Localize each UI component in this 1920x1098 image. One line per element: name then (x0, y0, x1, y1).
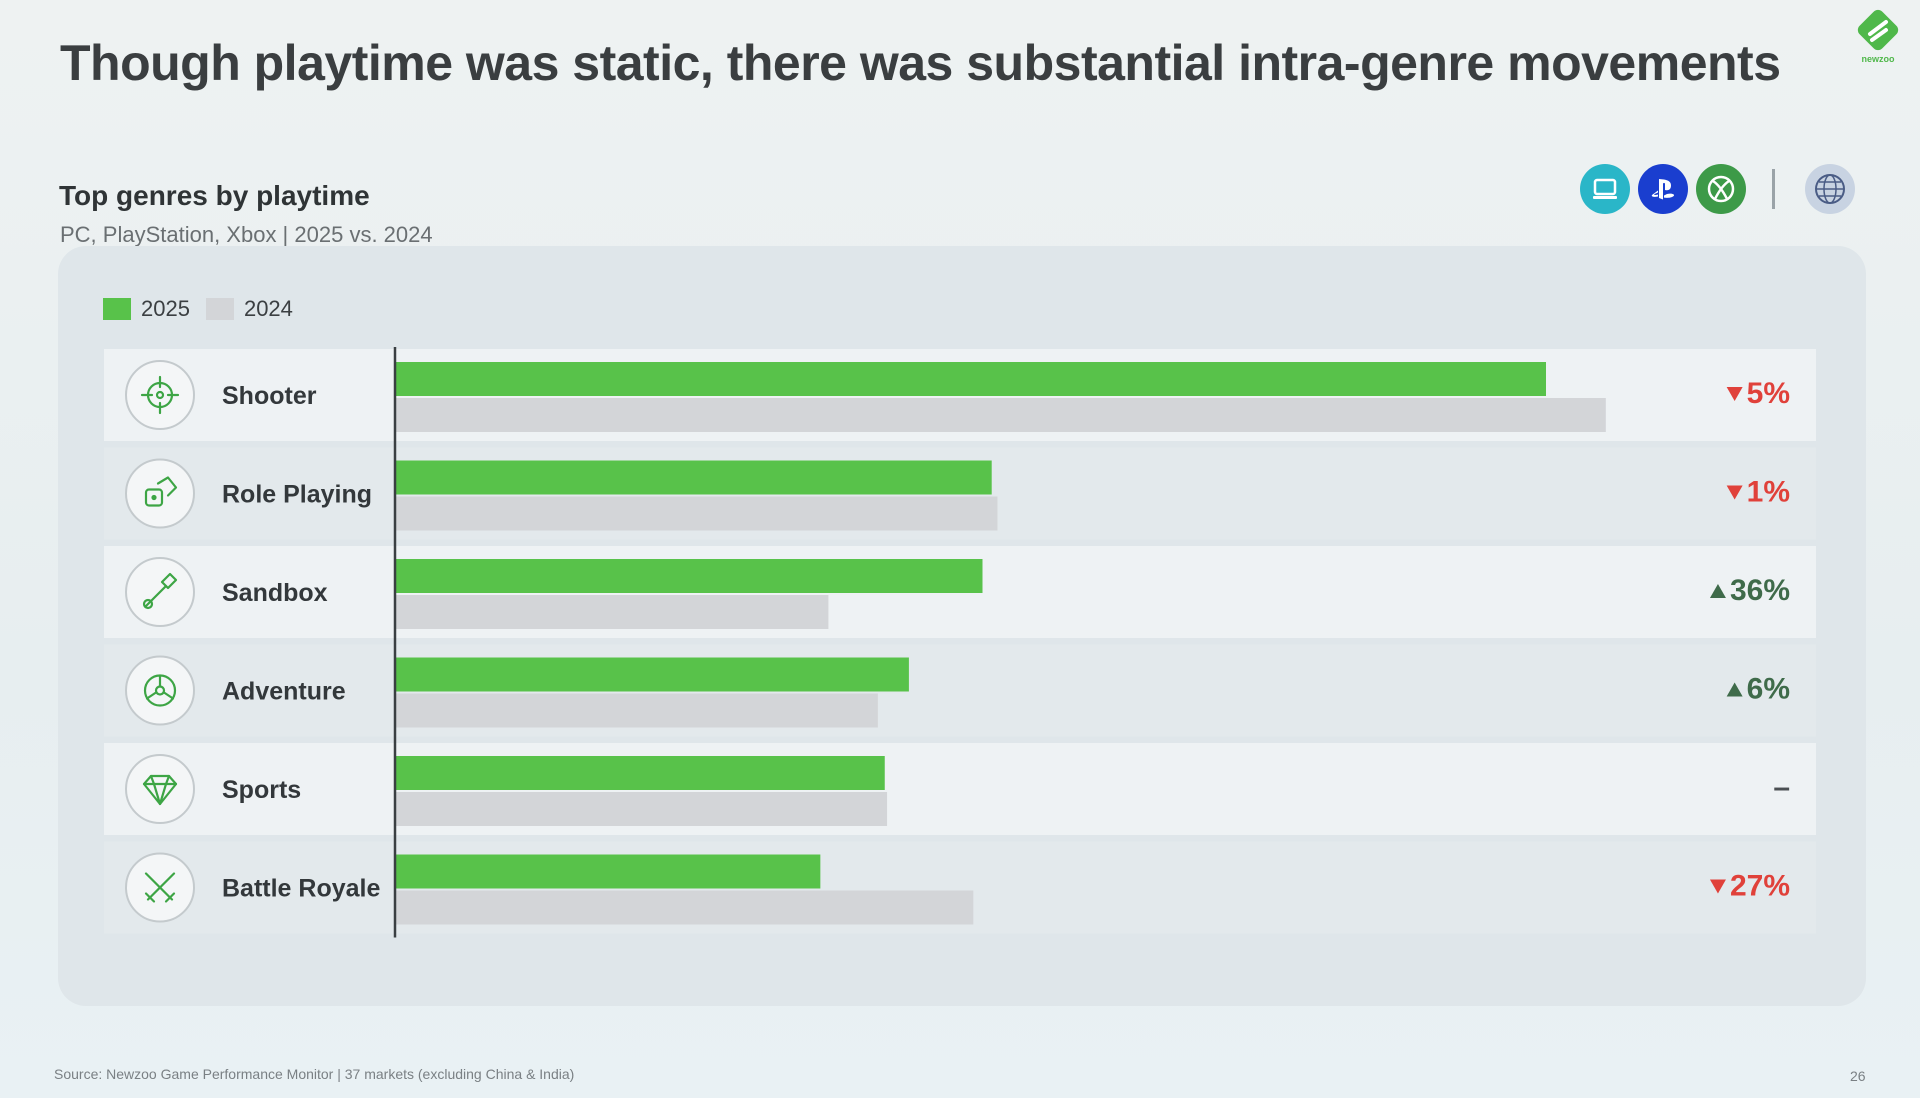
legend-swatch-2024 (205, 298, 234, 320)
chart-title: Top genres by playtime (59, 180, 370, 211)
change-label: 36% (1730, 574, 1790, 607)
chart-subtitle: PC, PlayStation, Xbox | 2025 vs. 2024 (60, 222, 433, 247)
bar-2025 (396, 460, 992, 495)
down-arrow-icon (1726, 387, 1743, 401)
platform-icons (1580, 163, 1855, 215)
category-label: Shooter (222, 382, 317, 410)
bar-2024 (396, 496, 998, 531)
category-icon-circle (125, 655, 195, 726)
category-label: Adventure (222, 678, 346, 706)
category-icon-circle (125, 458, 195, 529)
category-icon-circle (125, 360, 195, 430)
bar-2025 (396, 657, 909, 692)
platform-divider (1772, 169, 1775, 209)
row-band (104, 644, 1816, 737)
page-number: 26 (1850, 1068, 1866, 1084)
logo-text: newzoo (1861, 54, 1895, 64)
bar-2024 (396, 595, 829, 629)
globe-icon (1805, 164, 1855, 214)
legend-label-2024: 2024 (243, 296, 293, 321)
category-label: Sports (222, 776, 301, 804)
newzoo-logo-icon (1857, 9, 1899, 51)
change-label: 5% (1747, 377, 1790, 410)
bar-2024 (396, 693, 878, 728)
headline: Though playtime was static, there was su… (60, 35, 1781, 91)
dice-icon (144, 476, 178, 507)
steering-wheel-icon (143, 674, 177, 707)
bar-2024 (396, 792, 888, 826)
change-label: 27% (1730, 870, 1790, 903)
row-band (104, 743, 1816, 835)
legend-item-2025: 2025 (103, 296, 190, 322)
crossed-swords-icon (144, 872, 176, 903)
bar-2025 (396, 362, 1546, 396)
playstation-icon (1638, 164, 1688, 214)
change-label: 1% (1747, 476, 1790, 509)
legend-item-2024: 2024 (205, 296, 293, 322)
down-arrow-icon (1709, 879, 1726, 894)
xbox-icon (1696, 164, 1746, 214)
change-label: – (1773, 771, 1790, 804)
gem-icon (142, 774, 178, 806)
down-arrow-icon (1726, 485, 1743, 500)
up-arrow-icon (1726, 682, 1743, 697)
change-label: 6% (1747, 673, 1790, 706)
crosshair-icon (140, 375, 180, 415)
source-footnote: Source: Newzoo Game Performance Monitor … (54, 1066, 575, 1082)
bar-2025 (396, 559, 983, 593)
up-arrow-icon (1709, 584, 1726, 598)
category-icon-circle (125, 754, 195, 824)
category-label: Battle Royale (222, 875, 380, 903)
pc-icon (1580, 164, 1630, 214)
category-label: Sandbox (222, 579, 328, 607)
chart-legend: 2025 2024 (103, 296, 309, 322)
bar-2025 (396, 854, 821, 889)
legend-label-2025: 2025 (141, 296, 190, 321)
bar-2024 (396, 890, 974, 925)
legend-swatch-2025 (103, 298, 131, 320)
shovel-icon (142, 572, 178, 610)
category-label: Role Playing (222, 481, 372, 509)
bar-2025 (396, 756, 885, 790)
bar-2024 (396, 398, 1606, 432)
